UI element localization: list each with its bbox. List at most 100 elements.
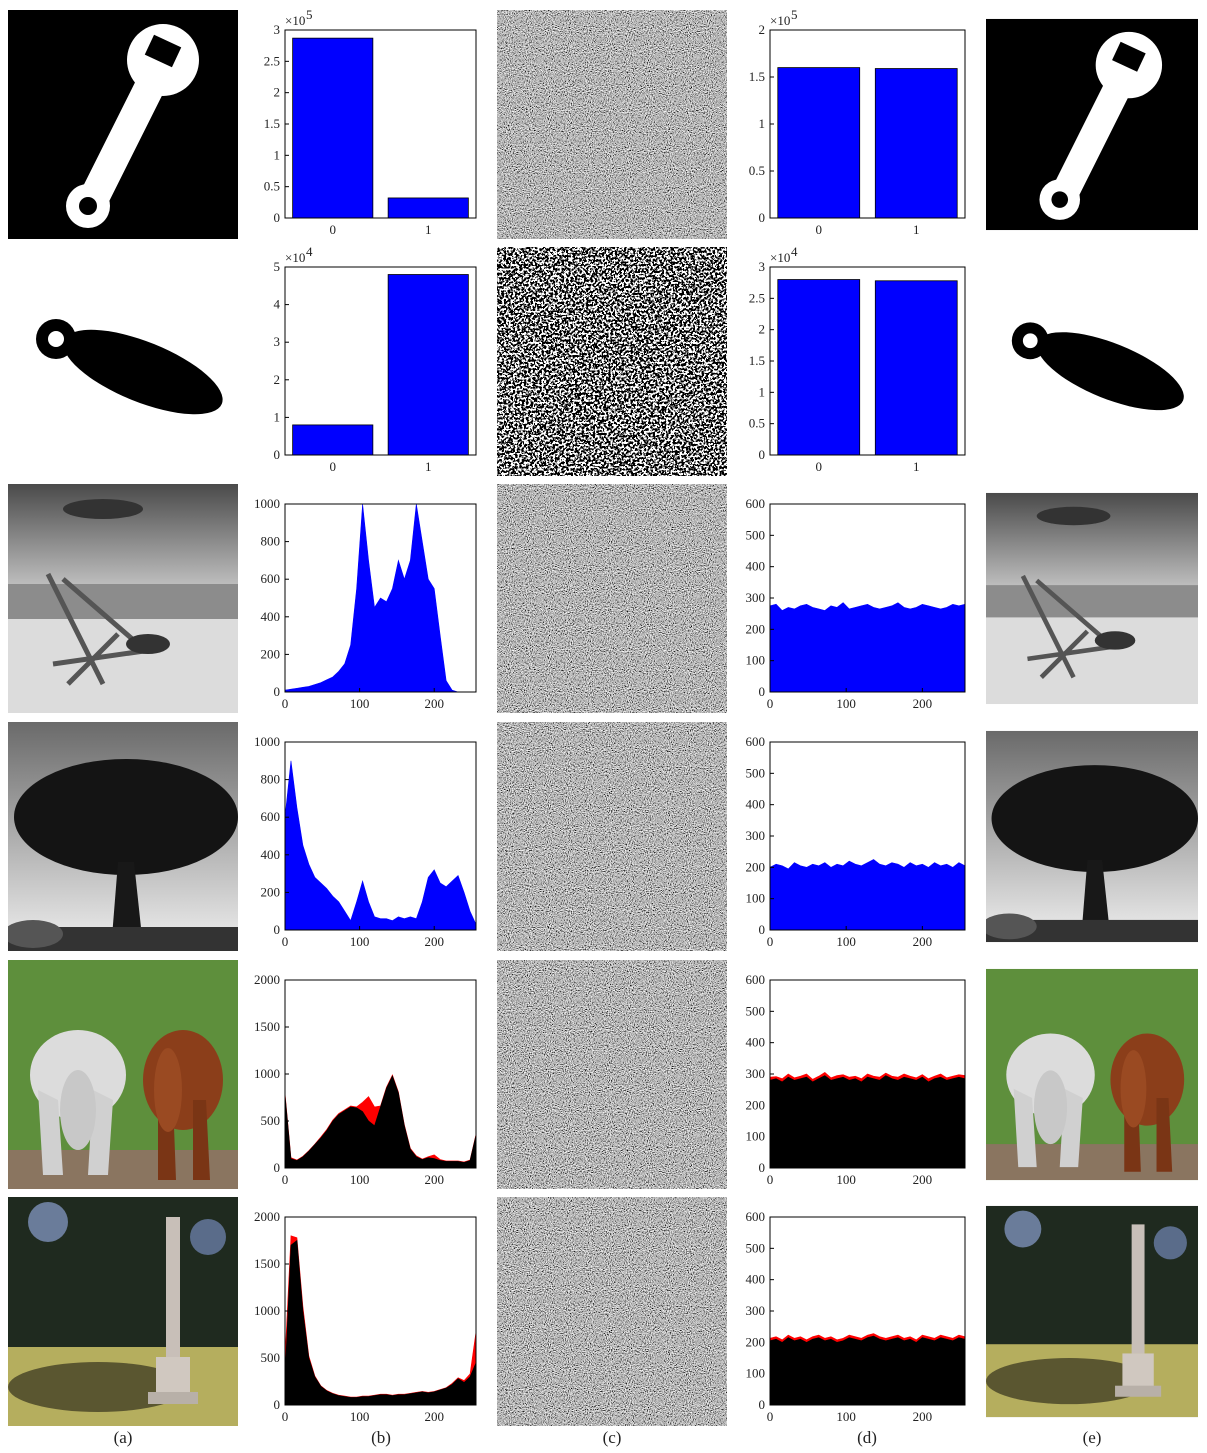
axis-multiplier-exponent: 4 xyxy=(306,244,313,259)
x-tick-label: 100 xyxy=(350,1172,370,1187)
y-tick-label: 200 xyxy=(746,1097,766,1112)
bar xyxy=(874,280,958,456)
y-tick-label: 1000 xyxy=(254,496,280,511)
y-tick-label: 1 xyxy=(274,147,281,162)
axis-multiplier-exponent: 5 xyxy=(791,7,798,22)
x-tick-label: 1 xyxy=(913,459,920,474)
column-label: (d) xyxy=(857,1428,877,1447)
y-tick-label: 0 xyxy=(274,684,281,699)
y-tick-label: 1500 xyxy=(254,1256,280,1271)
axes-box xyxy=(284,503,477,693)
axes-box xyxy=(284,1216,477,1406)
axis-multiplier: ×10 xyxy=(285,13,305,28)
y-tick-label: 0 xyxy=(759,1160,766,1175)
histogram-area xyxy=(284,1075,477,1169)
x-tick-label: 0 xyxy=(282,696,289,711)
axes-box xyxy=(769,1216,966,1406)
column-label: (a) xyxy=(114,1428,133,1447)
y-tick-label: 1000 xyxy=(254,1066,280,1081)
x-tick-label: 0 xyxy=(330,222,337,237)
y-tick-label: 200 xyxy=(261,884,281,899)
encrypted-image xyxy=(497,722,727,951)
x-tick-label: 100 xyxy=(836,1172,856,1187)
axes-box xyxy=(284,266,477,456)
axis-multiplier: ×10 xyxy=(770,250,790,265)
y-tick-label: 0.5 xyxy=(264,179,280,194)
y-tick-label: 2 xyxy=(274,85,281,100)
axes-box xyxy=(769,503,966,693)
plot-area xyxy=(285,1217,476,1405)
y-tick-label: 200 xyxy=(261,646,281,661)
y-tick-label: 300 xyxy=(746,590,766,605)
y-tick-label: 1000 xyxy=(254,734,280,749)
y-tick-label: 3 xyxy=(274,22,281,37)
y-tick-label: 500 xyxy=(746,1240,766,1255)
y-tick-label: 2 xyxy=(759,22,766,37)
images xyxy=(8,10,1198,1426)
original-image xyxy=(8,722,238,951)
y-tick-label: 800 xyxy=(261,534,281,549)
y-tick-label: 2.5 xyxy=(749,290,765,305)
y-tick-label: 1500 xyxy=(254,1019,280,1034)
x-tick-label: 0 xyxy=(767,1409,774,1424)
column-label: (e) xyxy=(1083,1428,1102,1447)
y-tick-label: 100 xyxy=(746,1129,766,1144)
y-tick-label: 500 xyxy=(261,1350,281,1365)
histogram-area xyxy=(769,1335,966,1406)
y-tick-label: 100 xyxy=(746,1366,766,1381)
axes-box xyxy=(769,741,966,931)
y-tick-label: 3 xyxy=(274,334,281,349)
y-tick-label: 0 xyxy=(274,922,281,937)
bar xyxy=(777,67,861,219)
y-tick-label: 4 xyxy=(274,297,281,312)
encrypted-image xyxy=(497,1197,727,1426)
original-image xyxy=(8,247,238,476)
y-tick-label: 400 xyxy=(746,1035,766,1050)
original-image xyxy=(8,1197,238,1426)
y-tick-label: 100 xyxy=(746,891,766,906)
y-tick-label: 5 xyxy=(274,259,281,274)
chart: 0 100 200 0 100 200 300 400 500 600 xyxy=(746,1209,966,1424)
x-tick-label: 0 xyxy=(282,1409,289,1424)
bar xyxy=(387,274,469,456)
y-tick-label: 1 xyxy=(759,116,766,131)
y-tick-label: 1000 xyxy=(254,1303,280,1318)
y-tick-label: 1 xyxy=(274,409,281,424)
x-tick-label: 100 xyxy=(836,1409,856,1424)
axes-box xyxy=(284,741,477,931)
bar xyxy=(777,279,861,456)
chart: 0 1 0 0.5 1 1.5 2 2.5 3 ×10 5 xyxy=(264,7,477,237)
bar xyxy=(292,424,374,456)
axes-box xyxy=(769,29,966,219)
chart: 0 100 200 0 100 200 300 400 500 600 xyxy=(746,972,966,1187)
y-tick-label: 3 xyxy=(759,259,766,274)
histogram-area xyxy=(284,1239,477,1406)
decrypted-image xyxy=(986,1205,1198,1418)
histogram-area xyxy=(769,1075,966,1169)
chart: 0 100 200 0 100 200 300 400 500 600 xyxy=(746,734,966,949)
y-tick-label: 600 xyxy=(746,734,766,749)
y-tick-label: 0 xyxy=(274,447,281,462)
y-tick-label: 200 xyxy=(746,621,766,636)
y-tick-label: 400 xyxy=(746,559,766,574)
y-tick-label: 600 xyxy=(261,571,281,586)
y-tick-label: 0.5 xyxy=(749,416,765,431)
x-tick-label: 1 xyxy=(913,222,920,237)
x-tick-label: 0 xyxy=(767,934,774,949)
x-tick-label: 200 xyxy=(913,696,933,711)
y-tick-label: 0 xyxy=(759,210,766,225)
y-tick-label: 300 xyxy=(746,828,766,843)
x-tick-label: 100 xyxy=(350,696,370,711)
y-tick-label: 1.5 xyxy=(264,116,280,131)
y-tick-label: 500 xyxy=(746,1003,766,1018)
axis-multiplier: ×10 xyxy=(770,13,790,28)
y-tick-label: 500 xyxy=(746,527,766,542)
original-image xyxy=(8,960,238,1189)
encrypted-image xyxy=(497,960,727,1189)
chart: 0 1 0 0.5 1 1.5 2 2.5 3 ×10 4 xyxy=(749,244,966,474)
histogram-area xyxy=(769,859,966,931)
decrypted-image xyxy=(986,255,1198,468)
